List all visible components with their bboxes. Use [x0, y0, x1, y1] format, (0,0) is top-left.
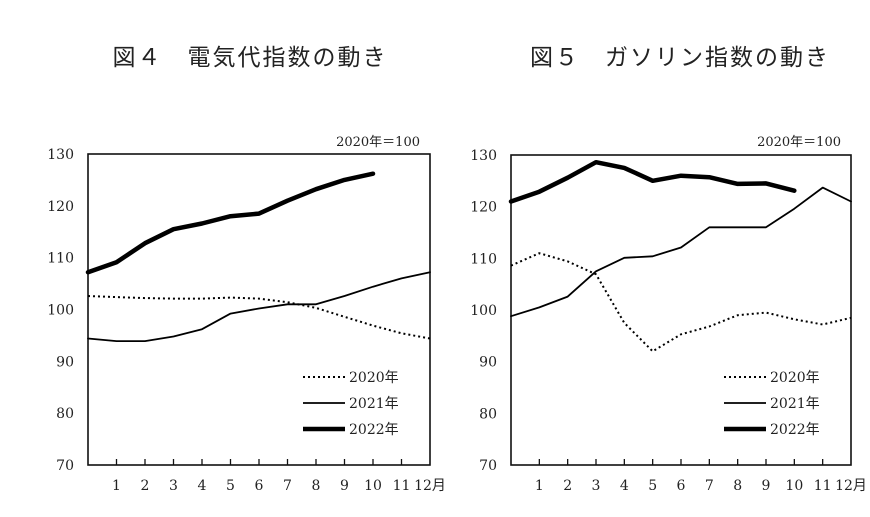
x-tick-label: 2 [563, 478, 572, 494]
x-tick-label: 12月 [414, 478, 446, 494]
legend-label: 2021年 [770, 396, 820, 412]
x-tick-label: 1 [535, 478, 544, 494]
y-tick-label: 130 [47, 147, 74, 163]
x-tick-label: 8 [733, 478, 742, 494]
x-tick-label: 1 [112, 478, 121, 494]
y-tick-label: 80 [56, 406, 74, 422]
chart-panel-2: 図５ ガソリン指数の動き2020年＝1007080901001101201301… [470, 45, 867, 494]
y-tick-label: 120 [47, 199, 74, 215]
x-tick-label: 6 [255, 478, 264, 494]
unit-note: 2020年＝100 [757, 135, 841, 150]
plot-frame [87, 153, 431, 466]
x-tick-label: 2 [141, 478, 150, 494]
plot-frame [510, 154, 852, 466]
y-tick-label: 90 [56, 354, 74, 370]
y-tick-label: 120 [470, 200, 497, 216]
x-tick-label: 7 [705, 478, 714, 494]
x-tick-label: 9 [762, 478, 771, 494]
x-tick-label: 3 [592, 478, 601, 494]
legend-label: 2020年 [349, 370, 399, 386]
x-tick-label: 6 [677, 478, 686, 494]
y-tick-label: 100 [47, 303, 74, 319]
x-tick-label: 10 [364, 478, 382, 494]
x-tick-label: 7 [283, 478, 292, 494]
series-line-2020年 [510, 252, 852, 353]
chart-title: 図５ ガソリン指数の動き [530, 45, 830, 71]
y-tick-label: 130 [470, 148, 497, 164]
legend-label: 2022年 [770, 422, 820, 438]
y-tick-label: 70 [56, 458, 74, 474]
x-tick-label: 4 [620, 478, 629, 494]
y-tick-label: 90 [479, 355, 497, 371]
x-tick-label: 5 [226, 478, 235, 494]
x-tick-label: 10 [785, 478, 803, 494]
legend-label: 2022年 [349, 422, 399, 438]
x-tick-label: 11 [393, 478, 411, 494]
x-tick-label: 11 [814, 478, 832, 494]
legend-label: 2021年 [349, 396, 399, 412]
series-line-2022年 [85, 171, 376, 275]
x-tick-label: 8 [312, 478, 321, 494]
chart-title: 図４ 電気代指数の動き [113, 45, 388, 71]
legend-label: 2020年 [770, 370, 820, 386]
y-tick-label: 80 [479, 406, 497, 422]
series-line-2022年 [508, 159, 797, 204]
y-tick-label: 110 [47, 251, 74, 267]
unit-note: 2020年＝100 [336, 135, 420, 150]
x-tick-label: 3 [169, 478, 178, 494]
y-tick-label: 110 [470, 251, 497, 267]
y-tick-label: 70 [479, 458, 497, 474]
x-tick-label: 9 [340, 478, 349, 494]
series-line-2021年 [87, 271, 431, 343]
y-tick-label: 100 [470, 303, 497, 319]
x-tick-label: 5 [648, 478, 657, 494]
series-line-2020年 [87, 295, 431, 340]
x-tick-label: 4 [198, 478, 207, 494]
series-line-2021年 [510, 186, 852, 318]
x-tick-label: 12月 [835, 478, 867, 494]
